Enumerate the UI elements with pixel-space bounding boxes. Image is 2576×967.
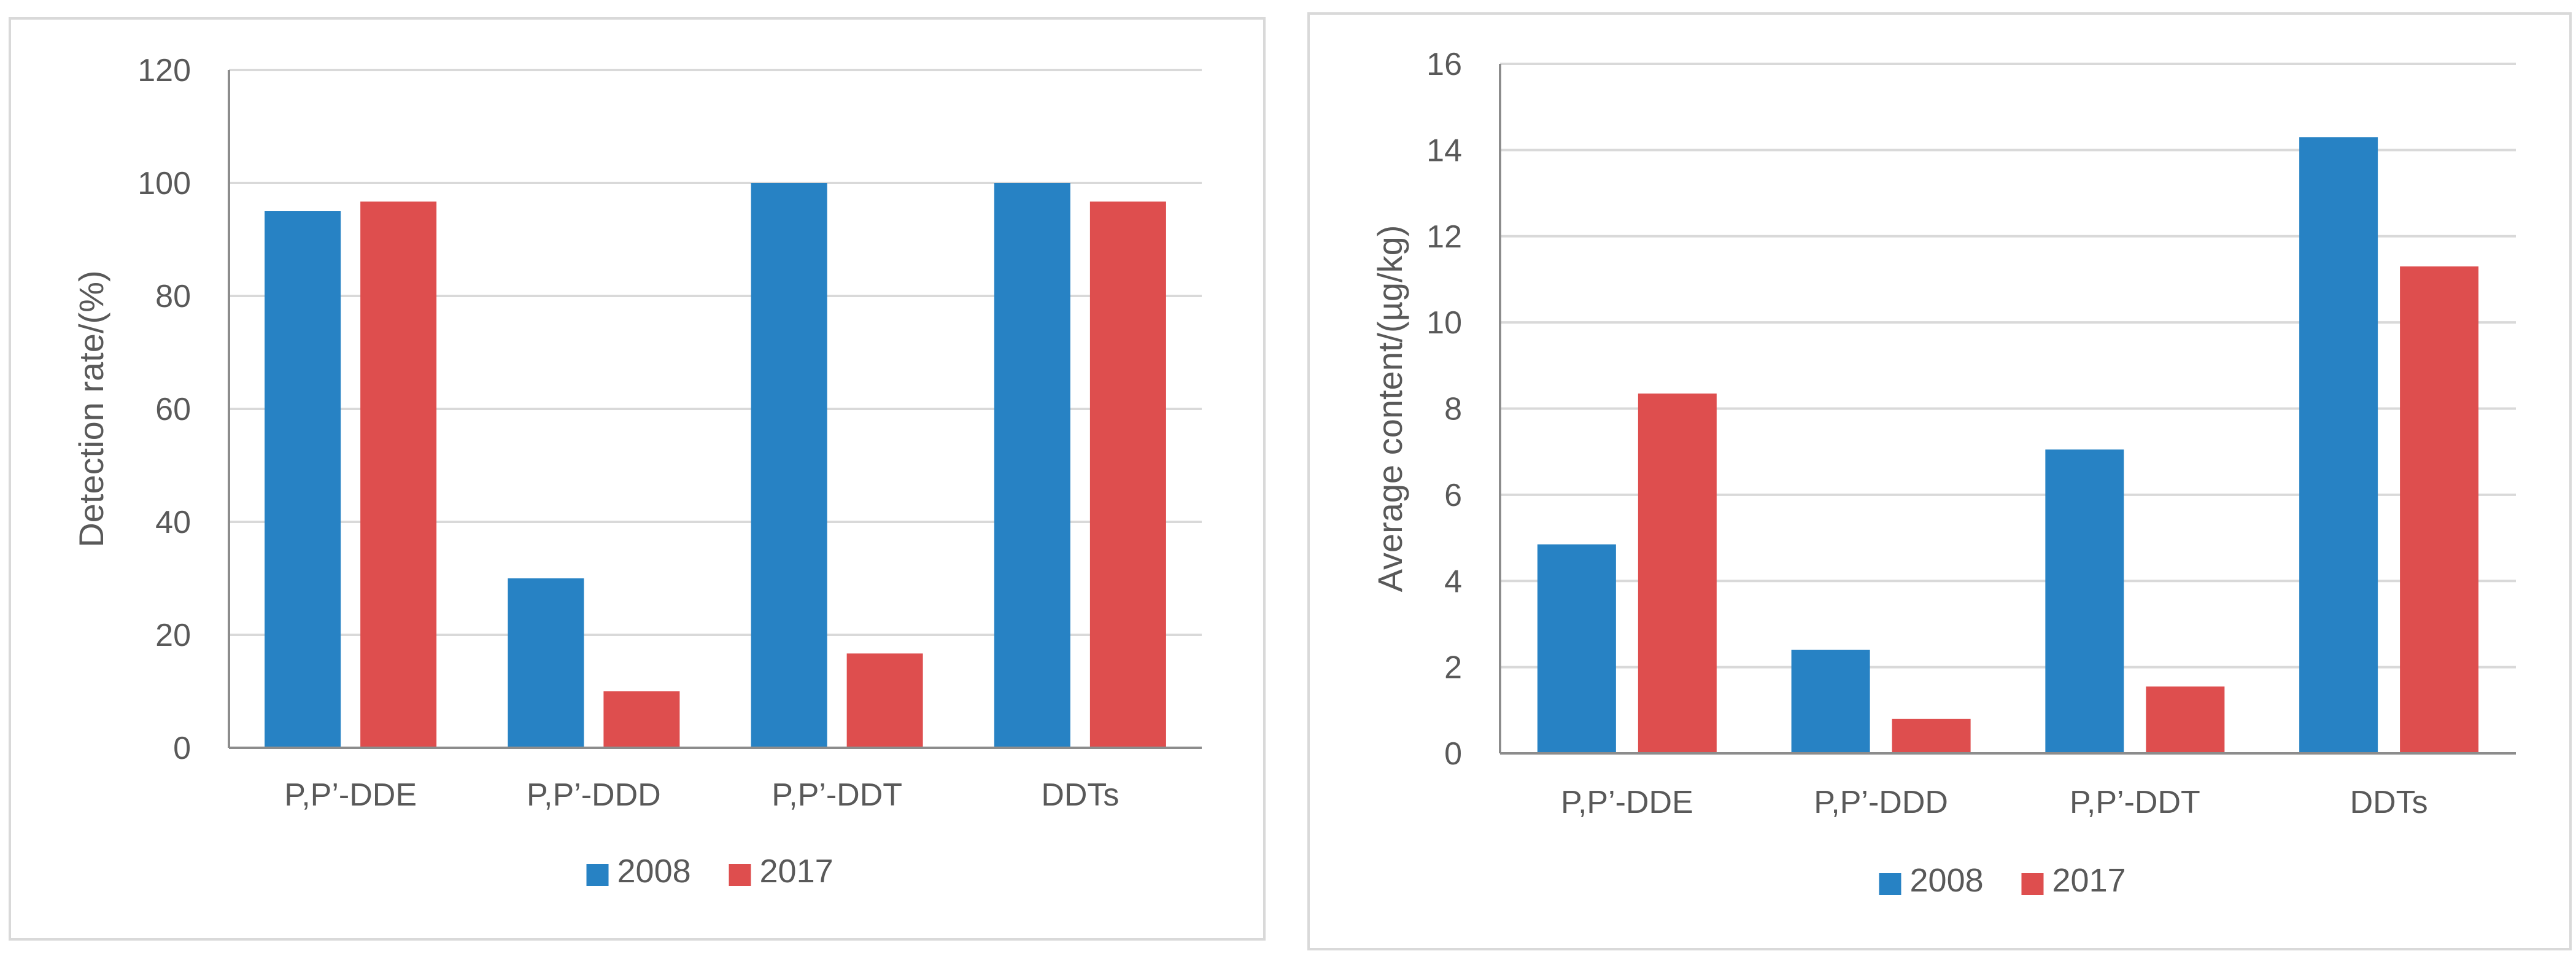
y-tick-label: 120: [137, 53, 191, 88]
bar-2008-0: [265, 211, 341, 748]
y-tick-label: 20: [155, 618, 191, 653]
legend-label: 2017: [760, 853, 834, 890]
bar-2017-0: [360, 201, 437, 748]
x-category-label: P,P’-DDD: [1814, 785, 1948, 820]
bar-2008-2: [2045, 449, 2124, 753]
y-tick-label: 0: [1444, 736, 1462, 772]
average-content-chart: 0 2 4 6 8 10 12 14 16 P,P’-DDE P,P’-DDD P,P’-DDT DDT…: [1371, 47, 2516, 899]
bar-2008-3: [994, 183, 1070, 748]
x-category-label: P,P’-DDT: [2070, 785, 2200, 820]
y-tick-label: 6: [1444, 478, 1462, 513]
bar-2008-1: [1791, 650, 1870, 753]
x-category-label: P,P’-DDE: [284, 777, 417, 813]
x-category-label: P,P’-DDD: [527, 777, 661, 813]
bar-2017-2: [2146, 686, 2225, 753]
y-tick-label: 14: [1426, 133, 1462, 168]
x-category-label: P,P’-DDE: [1561, 785, 1693, 820]
y-tick-label: 0: [173, 731, 191, 766]
legend-label: 2017: [2052, 862, 2126, 899]
legend-label: 2008: [1910, 862, 1984, 899]
y-axis-title: Detection rate/(%): [72, 270, 110, 547]
bar-2017-3: [2400, 266, 2479, 754]
y-tick-label: 40: [155, 505, 191, 540]
y-tick-label: 2: [1444, 650, 1462, 686]
y-tick-label: 10: [1426, 305, 1462, 341]
bar-2017-2: [846, 653, 923, 748]
x-category-label: DDTs: [2350, 785, 2428, 820]
bar-2008-1: [508, 578, 584, 748]
average-content-chart-panel: 0 2 4 6 8 10 12 14 16 P,P’-DDE P,P’-DDD P,P’-DDT DDT…: [1307, 12, 2572, 950]
bar-2008-3: [2299, 137, 2378, 754]
detection-rate-chart: 0 20 40 60 80 100 120 P,P’-DDE P,P’-DDD P,P’-DDT D…: [72, 53, 1202, 890]
y-tick-label: 8: [1444, 392, 1462, 427]
bar-2017-0: [1638, 393, 1717, 753]
y-tick-label: 12: [1426, 219, 1462, 255]
legend-swatch-2017: [729, 864, 751, 886]
y-axis-title: Average content/(µg/kg): [1371, 225, 1409, 592]
x-category-label: DDTs: [1041, 777, 1119, 813]
detection-rate-chart-panel: 0 20 40 60 80 100 120 P,P’-DDE P,P’-DDD P,P’-DDT D…: [9, 17, 1266, 941]
bar-2017-3: [1089, 201, 1166, 748]
y-tick-label: 60: [155, 392, 191, 427]
y-tick-label: 4: [1444, 564, 1462, 599]
bar-2008-0: [1537, 544, 1616, 753]
legend-swatch-2008: [1879, 873, 1901, 895]
legend-swatch-2017: [2021, 873, 2044, 895]
bar-2008-2: [751, 183, 827, 748]
bar-2017-1: [1892, 718, 1971, 753]
legend-swatch-2008: [586, 864, 609, 886]
bar-2017-1: [603, 691, 680, 748]
y-tick-label: 100: [137, 166, 191, 201]
y-tick-label: 16: [1426, 47, 1462, 82]
y-tick-label: 80: [155, 279, 191, 314]
legend-label: 2008: [617, 853, 691, 890]
x-category-label: P,P’-DDT: [772, 777, 902, 813]
